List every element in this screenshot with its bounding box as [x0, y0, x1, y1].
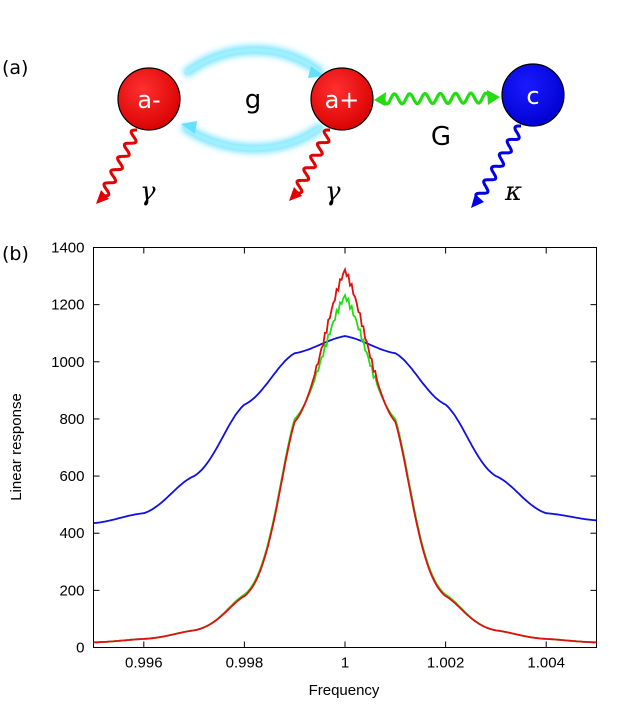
linear-response-chart: 0 200 400 600 800 1000 1200 1400 0.996 0.998 1 1.0… — [8, 240, 597, 699]
x-tick-label: 1 — [341, 655, 349, 672]
node-a-plus: a+ — [310, 67, 374, 131]
x-tick-label: 1.004 — [527, 655, 565, 672]
kappa-label: κ — [504, 177, 522, 207]
gamma-label-left: γ — [140, 177, 156, 207]
decay-arrow-c — [471, 124, 521, 208]
y-tick-label: 600 — [59, 468, 84, 485]
g-coupling-label: g — [245, 85, 262, 115]
y-tick-label: 800 — [59, 411, 84, 428]
plot-frame — [93, 247, 597, 648]
panel-b-label: (b) — [2, 243, 29, 265]
node-a-minus: a- — [117, 67, 181, 131]
y-axis-title: Linear response — [8, 393, 25, 501]
node-a-minus-label: a- — [137, 86, 160, 114]
y-tick-label: 200 — [59, 582, 84, 599]
decay-arrow-a-minus — [96, 128, 138, 204]
series-line-2 — [93, 292, 597, 644]
node-c-label: c — [526, 82, 539, 110]
series-line-1 — [93, 335, 597, 525]
decay-arrow-a-plus — [289, 128, 331, 201]
series-line-3 — [93, 266, 597, 644]
y-tick-label: 1400 — [51, 240, 84, 257]
series-curves — [93, 266, 597, 644]
x-tick-label: 0.996 — [125, 655, 163, 672]
g-coupling-arrows — [180, 45, 325, 153]
coupling-diagram: (a) g G a- a+ c — [2, 45, 565, 208]
y-tick-label: 400 — [59, 525, 84, 542]
node-a-plus-label: a+ — [325, 86, 360, 114]
gamma-label-right: γ — [325, 177, 341, 207]
x-axis-title: Frequency — [309, 682, 380, 699]
G-coupling-arrow — [374, 90, 500, 106]
y-tick-label: 1000 — [51, 354, 84, 371]
y-axis-ticks: 0 200 400 600 800 1000 1200 1400 — [51, 240, 597, 657]
x-axis-ticks: 0.996 0.998 1 1.002 1.004 — [125, 247, 565, 672]
panel-a-label: (a) — [2, 57, 28, 79]
x-tick-label: 0.998 — [226, 655, 264, 672]
node-c: c — [501, 63, 565, 127]
y-tick-label: 1200 — [51, 297, 84, 314]
y-tick-label: 0 — [76, 640, 84, 657]
x-tick-label: 1.002 — [427, 655, 465, 672]
G-coupling-label: G — [431, 122, 451, 152]
